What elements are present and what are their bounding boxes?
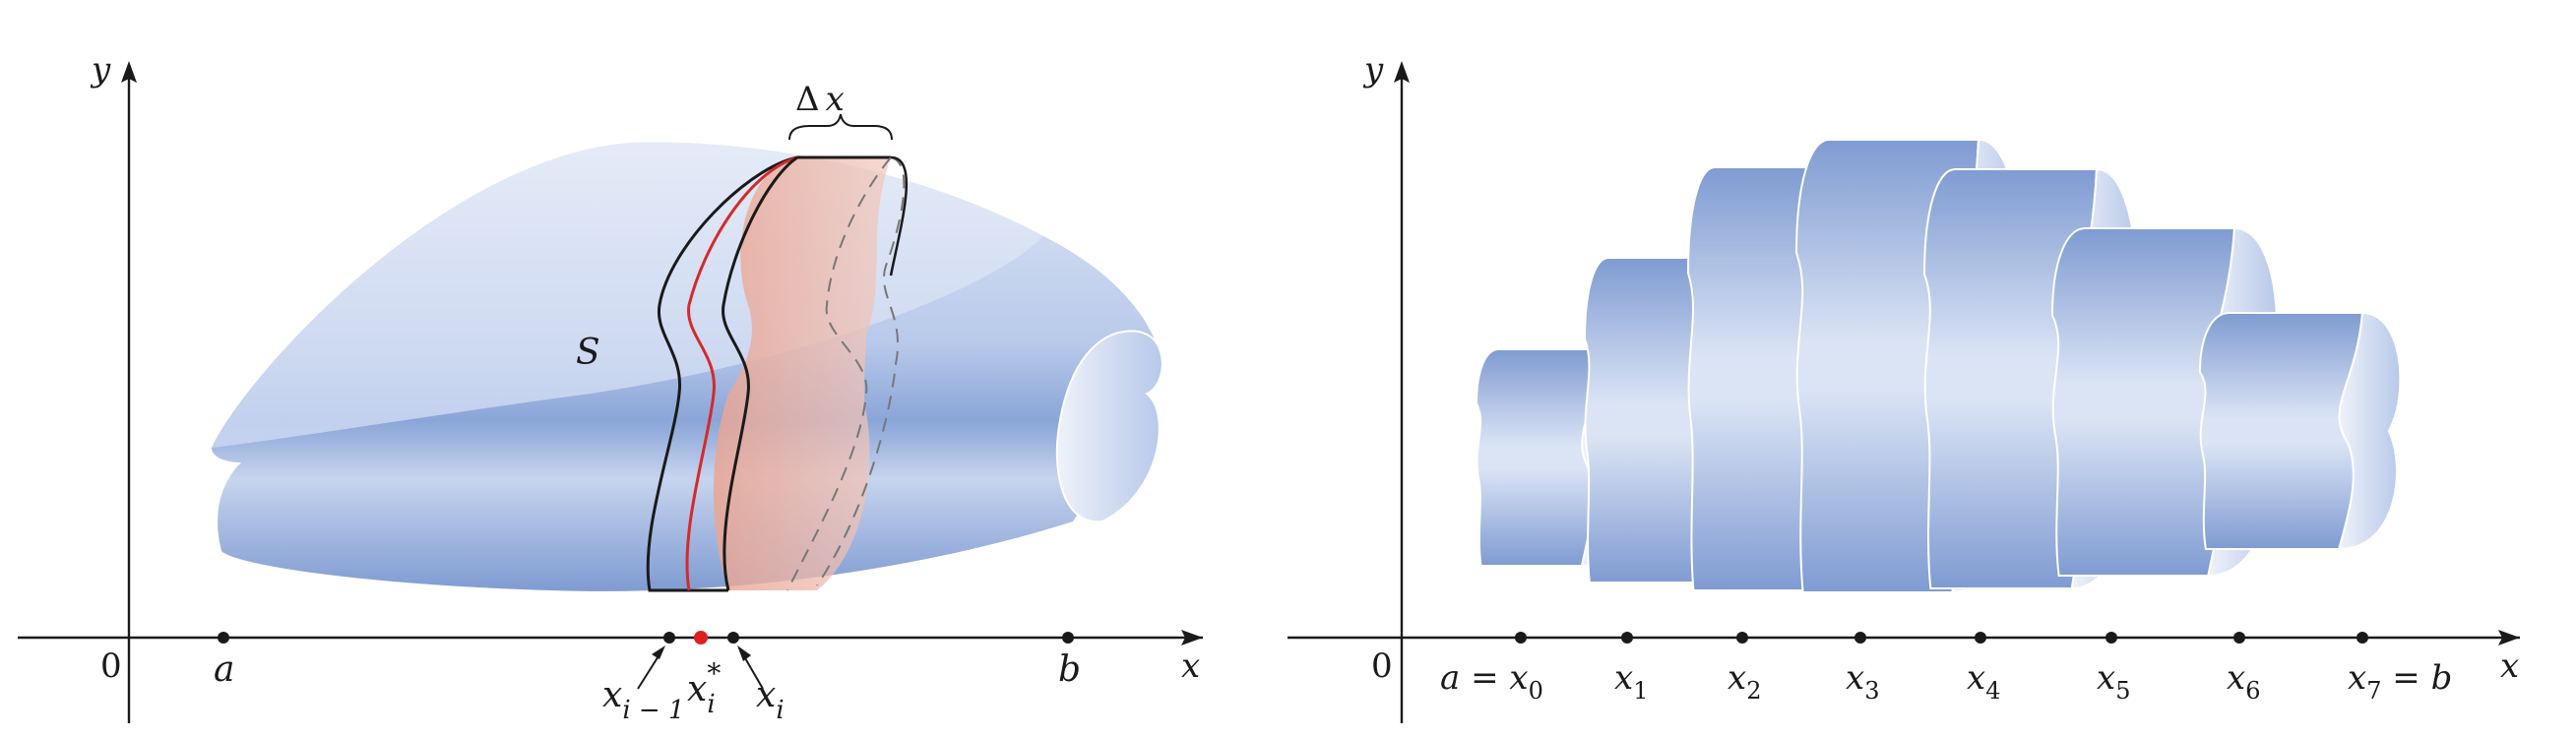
pointer-xi-minus-1-head bbox=[652, 645, 665, 659]
right-tick-label-4: x4 bbox=[1967, 658, 2000, 705]
cylinder-approximation bbox=[1476, 140, 2400, 592]
right-tick-4 bbox=[1975, 632, 1986, 644]
right-tick-0 bbox=[1515, 632, 1527, 644]
right-tick-6 bbox=[2233, 632, 2245, 644]
right-tick-1 bbox=[1621, 632, 1633, 644]
right-tick-label-2: x2 bbox=[1728, 658, 1761, 705]
xi-minus-1-label: xi − 1 bbox=[602, 675, 684, 725]
right-tick-label-7: x7 = b bbox=[2348, 658, 2452, 705]
right-tick-label-5: x5 bbox=[2097, 658, 2130, 705]
right-tick-label-3: x3 bbox=[1846, 658, 1879, 705]
right-tick-3 bbox=[1854, 632, 1866, 644]
pointer-xi-head bbox=[737, 645, 751, 661]
left-x-label: x bbox=[1181, 646, 1200, 686]
right-ticks: a = x0 x1 x2 x3 x4 x5 x6 x7 = b bbox=[1440, 632, 2452, 705]
right-tick-7 bbox=[2356, 632, 2368, 644]
solid-label: S bbox=[576, 333, 600, 373]
right-tick-2 bbox=[1736, 632, 1748, 644]
xi-label: xi bbox=[756, 675, 785, 725]
right-tick-label-1: x1 bbox=[1614, 658, 1648, 705]
left-origin-label: 0 bbox=[100, 646, 122, 686]
right-origin-label: 0 bbox=[1371, 646, 1393, 686]
cylinder-7 bbox=[2200, 313, 2362, 549]
tick-b-label: b bbox=[1058, 649, 1081, 690]
tick-a bbox=[218, 632, 229, 644]
right-x-label: x bbox=[2500, 646, 2519, 686]
tick-xi-minus-1 bbox=[663, 632, 675, 644]
right-tick-label-6: x6 bbox=[2227, 658, 2260, 705]
right-y-label: y bbox=[1362, 50, 1384, 90]
right-panel: y x 0 a = x0 x1 x2 x3 x4 x5 x6 x7 = b bbox=[1288, 50, 2520, 723]
tick-xi bbox=[727, 632, 739, 644]
tick-b bbox=[1062, 632, 1074, 644]
left-y-label: y bbox=[90, 50, 111, 90]
right-tick-5 bbox=[2105, 632, 2117, 644]
cylinder-1 bbox=[1476, 349, 1600, 566]
solid-of-revolution bbox=[212, 142, 1162, 590]
xi-star-label: x* i bbox=[687, 657, 721, 719]
tick-xi-star bbox=[694, 631, 708, 645]
right-tick-label-0: a = x0 bbox=[1440, 658, 1543, 705]
tick-a-label: a bbox=[214, 649, 234, 690]
